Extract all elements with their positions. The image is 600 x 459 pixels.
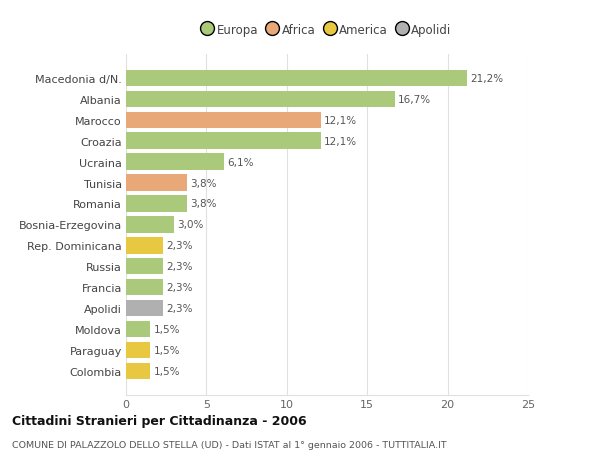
Bar <box>126 175 187 191</box>
Legend: Europa, Africa, America, Apolidi: Europa, Africa, America, Apolidi <box>199 20 455 40</box>
Bar <box>126 91 395 108</box>
Text: 6,1%: 6,1% <box>227 157 254 167</box>
Bar <box>126 238 163 254</box>
Text: 12,1%: 12,1% <box>324 136 357 146</box>
Text: 1,5%: 1,5% <box>154 366 180 376</box>
Text: 21,2%: 21,2% <box>470 74 503 84</box>
Text: 3,0%: 3,0% <box>178 220 204 230</box>
Text: 2,3%: 2,3% <box>166 283 193 292</box>
Bar <box>126 342 150 358</box>
Text: Cittadini Stranieri per Cittadinanza - 2006: Cittadini Stranieri per Cittadinanza - 2… <box>12 414 307 428</box>
Text: 3,8%: 3,8% <box>190 199 217 209</box>
Text: 1,5%: 1,5% <box>154 345 180 355</box>
Text: COMUNE DI PALAZZOLO DELLO STELLA (UD) - Dati ISTAT al 1° gennaio 2006 - TUTTITAL: COMUNE DI PALAZZOLO DELLO STELLA (UD) - … <box>12 441 446 449</box>
Bar <box>126 300 163 317</box>
Bar <box>126 133 320 150</box>
Text: 16,7%: 16,7% <box>398 95 431 105</box>
Text: 1,5%: 1,5% <box>154 325 180 334</box>
Bar <box>126 258 163 275</box>
Text: 3,8%: 3,8% <box>190 178 217 188</box>
Bar <box>126 71 467 87</box>
Bar <box>126 196 187 212</box>
Bar <box>126 154 224 170</box>
Text: 2,3%: 2,3% <box>166 241 193 251</box>
Text: 2,3%: 2,3% <box>166 262 193 272</box>
Bar <box>126 112 320 129</box>
Bar <box>126 363 150 379</box>
Text: 12,1%: 12,1% <box>324 116 357 125</box>
Bar <box>126 217 174 233</box>
Bar <box>126 280 163 296</box>
Text: 2,3%: 2,3% <box>166 303 193 313</box>
Bar <box>126 321 150 337</box>
